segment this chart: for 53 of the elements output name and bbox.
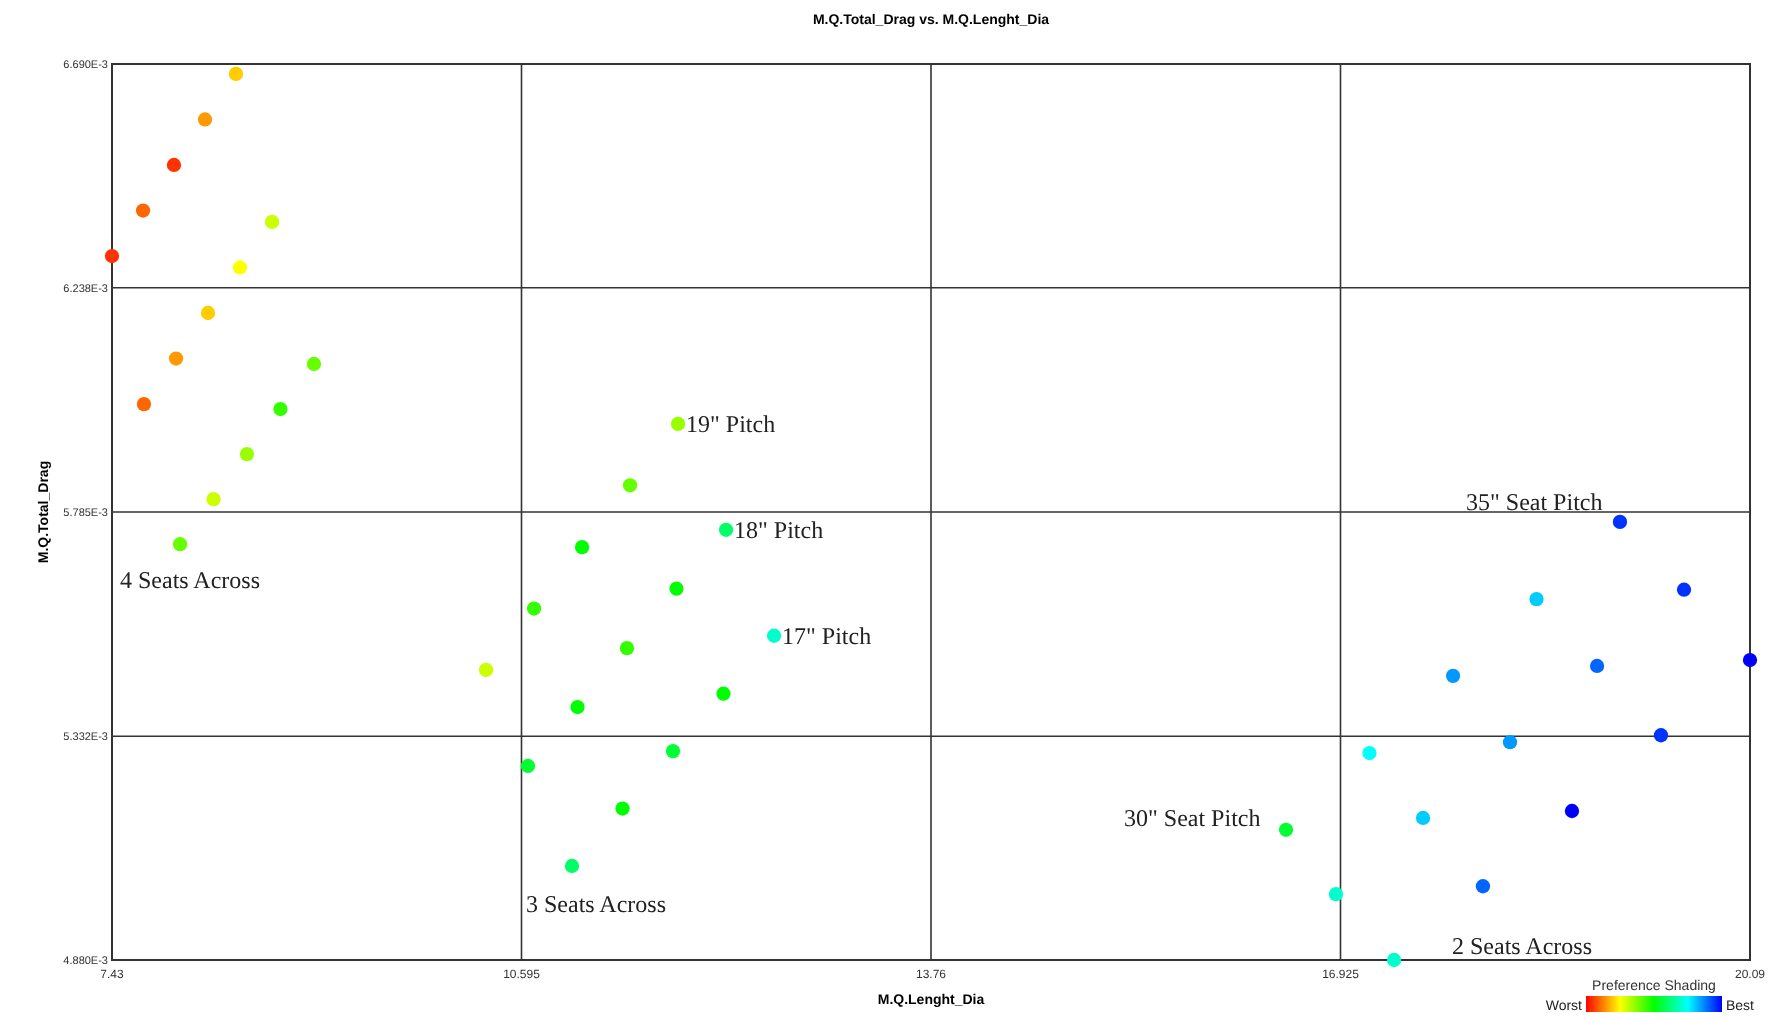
point xyxy=(1676,582,1692,597)
point xyxy=(135,203,151,218)
point xyxy=(718,522,734,537)
point xyxy=(1529,592,1544,607)
point xyxy=(273,401,288,417)
point xyxy=(1742,652,1758,668)
point xyxy=(574,540,590,555)
point xyxy=(206,492,221,507)
point xyxy=(168,351,184,366)
point xyxy=(136,396,152,412)
point xyxy=(1278,822,1294,837)
annotation: 19" Pitch xyxy=(686,409,776,438)
point xyxy=(570,699,585,715)
point xyxy=(172,537,188,552)
annotation: 17" Pitch xyxy=(782,621,872,650)
point xyxy=(615,801,630,816)
annotation: 35" Seat Pitch xyxy=(1466,488,1603,516)
point xyxy=(1612,514,1628,530)
point xyxy=(478,662,494,678)
point xyxy=(619,641,635,656)
point xyxy=(1415,810,1431,826)
point xyxy=(197,112,213,127)
point xyxy=(200,305,216,321)
point xyxy=(520,758,536,774)
annotation: 30" Seat Pitch xyxy=(1124,804,1261,832)
point xyxy=(622,478,638,493)
point xyxy=(1328,887,1344,902)
point xyxy=(264,214,280,230)
point xyxy=(1502,735,1518,750)
annotation: 3 Seats Across xyxy=(526,890,667,918)
annotation: 18" Pitch xyxy=(734,515,824,544)
point xyxy=(1589,658,1605,674)
point xyxy=(1445,668,1461,683)
point xyxy=(766,628,782,643)
point xyxy=(239,446,255,462)
point xyxy=(228,66,244,82)
annotation: 2 Seats Across xyxy=(1452,932,1593,960)
point xyxy=(669,581,684,596)
point xyxy=(670,416,686,432)
point xyxy=(1475,879,1491,894)
point xyxy=(232,260,248,275)
point xyxy=(1653,728,1669,743)
point xyxy=(564,858,580,874)
point xyxy=(1386,952,1402,968)
point xyxy=(166,157,182,173)
point xyxy=(526,601,542,616)
point xyxy=(104,248,120,264)
point xyxy=(665,743,681,759)
point xyxy=(1564,803,1580,819)
annotation: 4 Seats Across xyxy=(120,566,261,594)
point xyxy=(716,686,731,701)
point xyxy=(1362,745,1377,761)
point xyxy=(306,356,322,372)
